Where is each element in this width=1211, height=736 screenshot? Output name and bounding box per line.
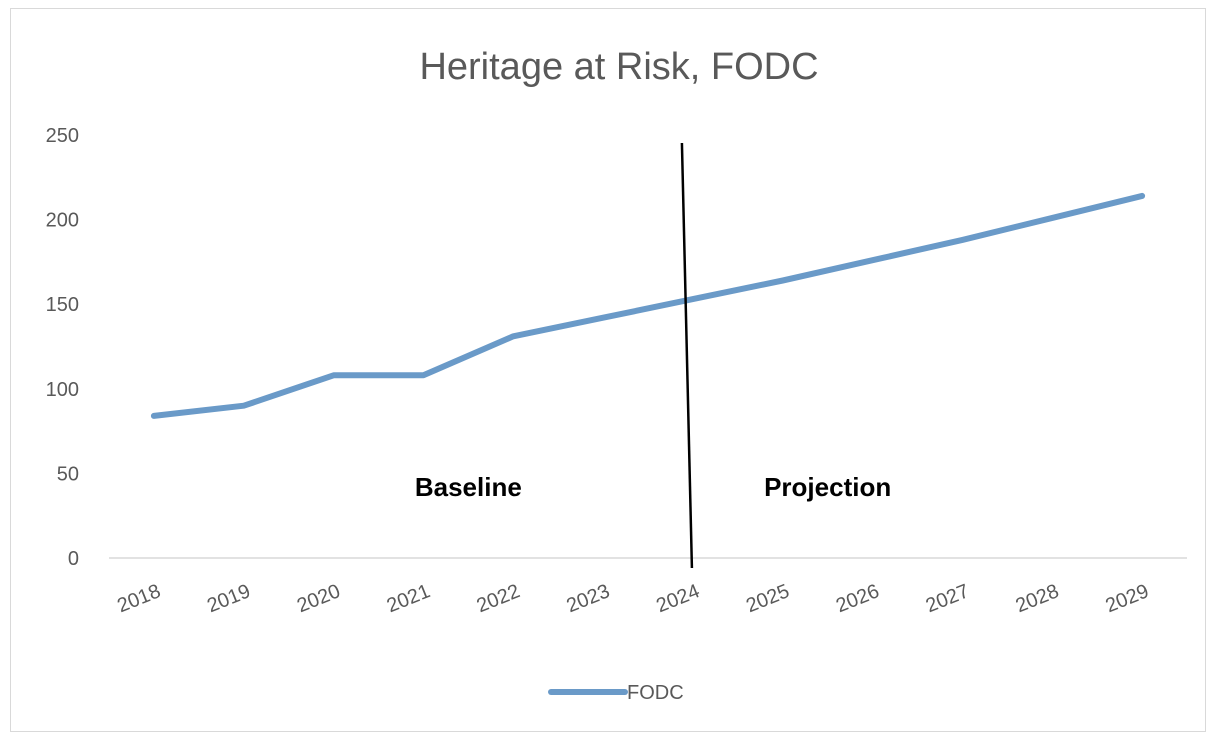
y-tick-label: 50 — [57, 463, 79, 485]
x-tick-label: 2024 — [653, 580, 703, 617]
y-tick-label: 250 — [46, 125, 79, 147]
legend: FODC — [548, 682, 684, 704]
x-tick-label: 2029 — [1102, 580, 1152, 617]
annotation-baseline: Baseline — [415, 472, 522, 502]
x-tick-label: 2028 — [1013, 580, 1063, 617]
x-tick-label: 2022 — [474, 580, 524, 617]
line-chart: Heritage at Risk, FODC 0 50 100 150 200 250 2… — [46, 46, 1187, 704]
baseline-projection-divider — [680, 142, 694, 569]
series-group — [150, 192, 1146, 419]
x-tick-label: 2025 — [743, 580, 793, 617]
x-tick-label: 2019 — [204, 580, 254, 617]
y-tick-label: 0 — [68, 548, 79, 570]
y-tick-label: 150 — [46, 294, 79, 316]
annotation-projection: Projection — [764, 472, 891, 502]
y-axis: 0 50 100 150 200 250 — [46, 125, 79, 570]
x-axis: 2018 2019 2020 2021 2022 2023 2024 2025 2026 2027… — [114, 580, 1152, 617]
x-tick-label: 2020 — [294, 580, 344, 617]
x-tick-label: 2027 — [923, 580, 973, 617]
series-line-fodc — [150, 192, 1146, 419]
chart-title: Heritage at Risk, FODC — [419, 46, 818, 88]
x-tick-label: 2023 — [563, 580, 613, 617]
chart-area: Heritage at Risk, FODC 0 50 100 150 200 250 2… — [10, 8, 1206, 732]
x-tick-label: 2026 — [833, 580, 883, 617]
x-tick-label: 2021 — [384, 580, 434, 617]
legend-label: FODC — [627, 682, 684, 704]
annotations: Baseline Projection — [415, 472, 891, 502]
y-tick-label: 100 — [46, 379, 79, 401]
x-tick-label: 2018 — [114, 580, 164, 617]
y-tick-label: 200 — [46, 210, 79, 232]
